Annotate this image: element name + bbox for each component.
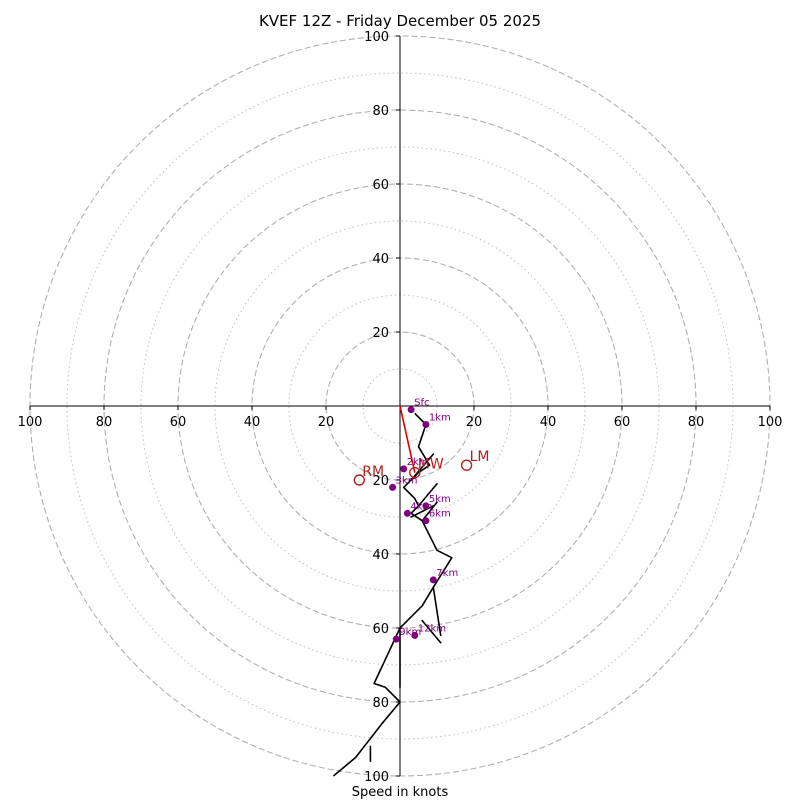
height-label-4km: 4km: [410, 501, 432, 512]
y-tick-label: 20: [372, 474, 389, 489]
height-label-12km: 12km: [418, 623, 446, 634]
x-tick-label: 80: [688, 415, 705, 430]
x-tick-label: 60: [170, 415, 187, 430]
height-point-2km: [400, 465, 408, 473]
height-point-5km: [422, 502, 430, 510]
trace-barb: [421, 619, 442, 644]
height-label-5km: 5km: [429, 494, 451, 505]
storm-motion-lm-marker: [460, 459, 473, 471]
height-label-sfc: Sfc: [414, 398, 429, 409]
x-tick-label: 100: [18, 415, 43, 430]
height-point-3km: [389, 483, 397, 491]
height-point-7km: [429, 576, 437, 584]
shear-vector: [399, 405, 416, 473]
height-label-2km: 2km: [407, 457, 429, 468]
height-point-9km: [392, 635, 400, 643]
axis-ticks: 100 80 60 40 20 20 40 60 80 100 100 80 60 40 20 20 40 60 8…: [18, 30, 783, 785]
trace-barb: [417, 482, 438, 507]
y-tick-label: 100: [364, 770, 389, 785]
height-label-1km: 1km: [429, 413, 451, 424]
y-tick-label: 60: [372, 178, 389, 193]
storm-motion-mw-marker: [409, 466, 421, 479]
x-tick-label: 40: [244, 415, 261, 430]
height-label-7km: 7km: [436, 568, 458, 579]
y-tick-label: 60: [372, 622, 389, 637]
y-tick-label: 40: [372, 252, 389, 267]
y-tick-label: 40: [372, 548, 389, 563]
storm-motion-mw-label: MW: [418, 457, 444, 473]
storm-motion-markers: MW LM RM: [353, 449, 490, 486]
trace-barb: [410, 505, 435, 518]
height-point-sfc: [407, 406, 415, 414]
y-tick-label: 100: [364, 30, 389, 45]
storm-motion-rm-marker: [353, 474, 365, 486]
x-tick-label: 80: [96, 415, 113, 430]
x-tick-label: 20: [318, 415, 335, 430]
x-axis-label: Speed in knots: [352, 785, 449, 800]
x-tick-label: 20: [466, 415, 483, 430]
height-label-3km: 3km: [396, 475, 418, 486]
y-tick-label: 20: [372, 326, 389, 341]
trace-barb: [410, 453, 435, 481]
height-point-12km: [411, 631, 419, 639]
x-tick-label: 60: [614, 415, 631, 430]
y-tick-label: 80: [372, 696, 389, 711]
y-tick-label: 80: [372, 104, 389, 119]
x-tick-label: 40: [540, 415, 557, 430]
height-point-6km: [422, 517, 430, 525]
height-point-4km: [403, 509, 411, 517]
storm-motion-rm-label: RM: [362, 464, 384, 480]
height-label-9km: 9km: [399, 627, 421, 638]
storm-motion-lm-label: LM: [470, 449, 490, 465]
height-point-1km: [422, 421, 430, 428]
trace-barb: [432, 586, 442, 637]
x-tick-label: 100: [758, 415, 783, 430]
height-label-6km: 6km: [429, 509, 451, 520]
chart-title: KVEF 12Z - Friday December 05 2025: [259, 12, 541, 30]
